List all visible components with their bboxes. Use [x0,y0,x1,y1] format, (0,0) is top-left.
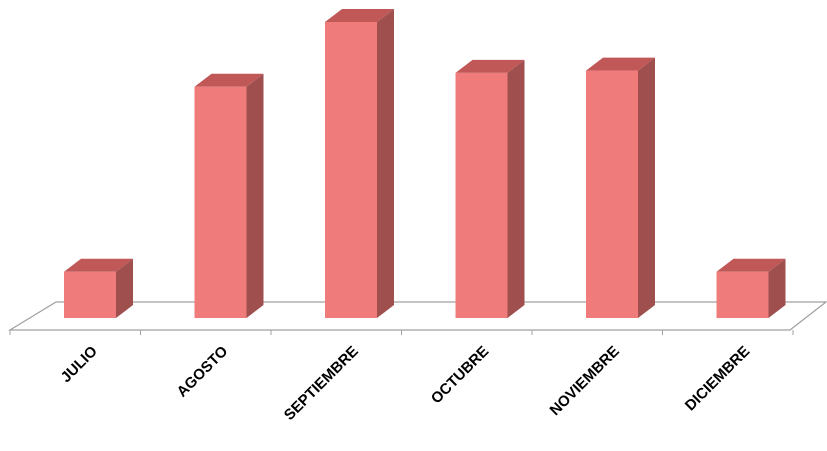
bar-julio [64,258,133,318]
bar-side-face [377,9,394,318]
bar-side-face [246,73,264,318]
bar-top-face [716,258,786,272]
bar-agosto [194,73,264,318]
bar-top-face [455,59,525,73]
bar-top-face [325,9,394,22]
bar-side-face [507,59,525,318]
bar-top-face [64,258,133,272]
bar-diciembre [716,258,786,318]
bar-top-face [586,57,655,71]
bar-series [64,9,786,318]
bar-front-face [194,86,247,318]
floor-plane [7,301,827,331]
bar-front-face [455,72,508,318]
bar-side-face [638,57,655,318]
category-label: AGOSTO [174,343,232,401]
category-label: DICIEMBRE [682,343,754,415]
category-label: SEPTIEMBRE [281,343,362,424]
bar-front-face [716,271,769,318]
chart-floor [7,301,827,335]
bar-septiembre [325,9,394,318]
bar-side-face [116,258,133,318]
bar-front-face [325,22,377,318]
bar-noviembre [586,57,655,318]
bar-top-face [194,73,264,87]
category-label: OCTUBRE [428,343,492,407]
bar-octubre [455,59,525,318]
bar-front-face [586,70,638,318]
category-label: NOVIEMBRE [547,343,623,419]
bar-front-face [64,271,116,318]
category-axis: JULIO AGOSTO SEPTIEMBRE OCTUBRE NOVIEMBRE DIC… [58,343,754,424]
bar-side-face [768,258,786,318]
category-label: JULIO [58,343,101,386]
